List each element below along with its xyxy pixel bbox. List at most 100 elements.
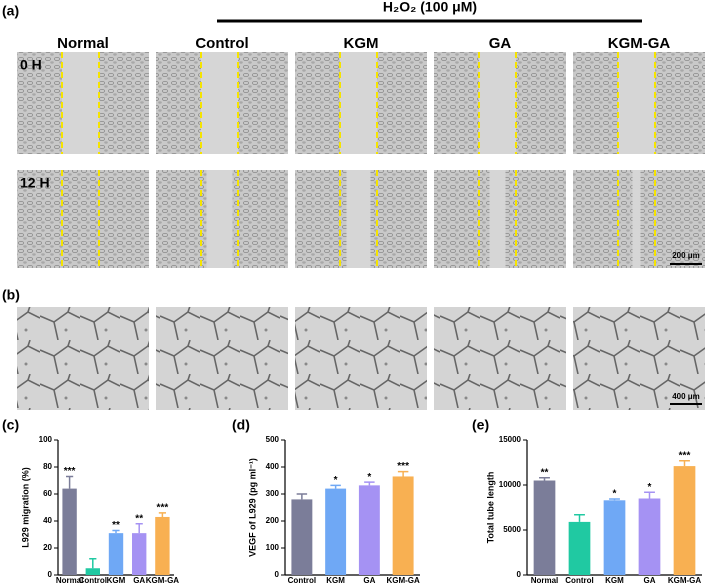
- wound-gap: [62, 52, 99, 154]
- x-tick-label: Control: [79, 576, 107, 585]
- error-bar: [89, 558, 97, 569]
- x-tick-label: Control: [288, 576, 316, 585]
- tube-image: [295, 307, 427, 410]
- bar: [392, 476, 414, 575]
- panel-label: (e): [472, 417, 489, 433]
- significance: *: [648, 482, 652, 493]
- error-bar: [296, 493, 308, 500]
- significance: **: [541, 467, 549, 478]
- wound-gap: [201, 52, 238, 154]
- scale-bar-label: 400 μm: [672, 392, 700, 401]
- error-bar: [330, 484, 341, 489]
- error-bar: [397, 470, 409, 477]
- panel-label: (b): [2, 287, 20, 303]
- y-tick-label: 40: [43, 516, 52, 525]
- significance: ***: [397, 461, 409, 472]
- wound-gap: [479, 52, 516, 154]
- y-axis-label: Total tube length: [485, 472, 495, 544]
- bar: [155, 516, 170, 575]
- error-bar: [609, 498, 620, 501]
- y-tick-label: 100: [266, 543, 280, 552]
- wound-gap: [206, 170, 233, 268]
- y-tick-label: 200: [266, 516, 280, 525]
- bar: [85, 568, 100, 575]
- x-tick-label: KGM-GA: [668, 576, 702, 585]
- y-tick-label: 0: [275, 570, 280, 579]
- y-axis-label: L929 migration (%): [20, 467, 30, 548]
- bar: [325, 488, 347, 575]
- x-tick-label: Control: [565, 576, 593, 585]
- x-tick-label: KGM: [605, 576, 624, 585]
- y-tick-label: 100: [39, 435, 53, 444]
- header: H₂O₂ (100 μM): [383, 0, 477, 15]
- bar: [358, 485, 380, 575]
- bar: [62, 488, 77, 575]
- y-tick-label: 5000: [503, 525, 521, 534]
- y-tick-label: 500: [266, 435, 280, 444]
- x-tick-label: GA: [363, 576, 375, 585]
- column-label: KGM-GA: [608, 35, 671, 52]
- y-tick-label: 60: [43, 489, 52, 498]
- y-tick-label: 300: [266, 489, 280, 498]
- tube-image: [434, 307, 566, 410]
- scale-bar-label: 200 μm: [672, 251, 700, 260]
- significance: **: [112, 520, 120, 531]
- wound-gap: [489, 170, 506, 268]
- error-bar: [66, 475, 74, 489]
- bar: [132, 533, 147, 575]
- row-label: 12 H: [20, 175, 50, 191]
- y-tick-label: 0: [48, 570, 53, 579]
- error-bar: [539, 477, 550, 481]
- y-tick-label: 20: [43, 543, 52, 552]
- wound-gap: [340, 52, 377, 154]
- panel-label: (c): [2, 417, 19, 433]
- x-tick-label: KGM: [107, 576, 126, 585]
- x-tick-label: KGM-GA: [146, 576, 180, 585]
- y-tick-label: 10000: [499, 480, 522, 489]
- wound-gap: [618, 52, 655, 154]
- x-tick-label: GA: [644, 576, 656, 585]
- error-bar: [574, 513, 585, 522]
- column-label: KGM: [344, 35, 379, 52]
- micrograph: [17, 170, 149, 268]
- tube-image: [17, 307, 149, 410]
- bar: [291, 499, 313, 575]
- x-tick-label: KGM: [326, 576, 345, 585]
- significance: *: [334, 475, 338, 486]
- bar: [603, 500, 626, 575]
- tube-image: [573, 307, 705, 410]
- tube-image: [156, 307, 288, 410]
- error-bar: [112, 529, 120, 534]
- error-bar: [135, 522, 143, 534]
- bar: [108, 533, 124, 575]
- bar: [533, 480, 556, 575]
- significance: ***: [157, 503, 169, 514]
- y-axis-label: VEGF of L929 (pg ml⁻¹): [247, 458, 257, 557]
- wound-gap: [632, 170, 641, 268]
- significance: **: [135, 513, 143, 524]
- column-label: Normal: [57, 35, 109, 52]
- significance: ***: [679, 450, 691, 461]
- significance: ***: [64, 466, 76, 477]
- bar: [673, 466, 696, 575]
- error-bar: [158, 512, 166, 517]
- column-label: GA: [489, 35, 512, 52]
- x-tick-label: Normal: [56, 576, 84, 585]
- y-tick-label: 80: [43, 462, 52, 471]
- y-tick-label: 400: [266, 462, 280, 471]
- column-label: Control: [195, 35, 248, 52]
- row-label: 0 H: [20, 57, 42, 73]
- error-bar: [644, 491, 655, 499]
- panel-label: (a): [2, 3, 19, 19]
- x-tick-label: Normal: [531, 576, 559, 585]
- error-bar: [679, 459, 690, 467]
- y-tick-label: 0: [517, 570, 522, 579]
- y-tick-label: 15000: [499, 435, 522, 444]
- bar: [568, 521, 591, 575]
- bar: [638, 498, 661, 575]
- significance: *: [367, 472, 371, 483]
- panel-label: (d): [232, 417, 250, 433]
- x-tick-label: GA: [133, 576, 145, 585]
- x-tick-label: KGM-GA: [386, 576, 420, 585]
